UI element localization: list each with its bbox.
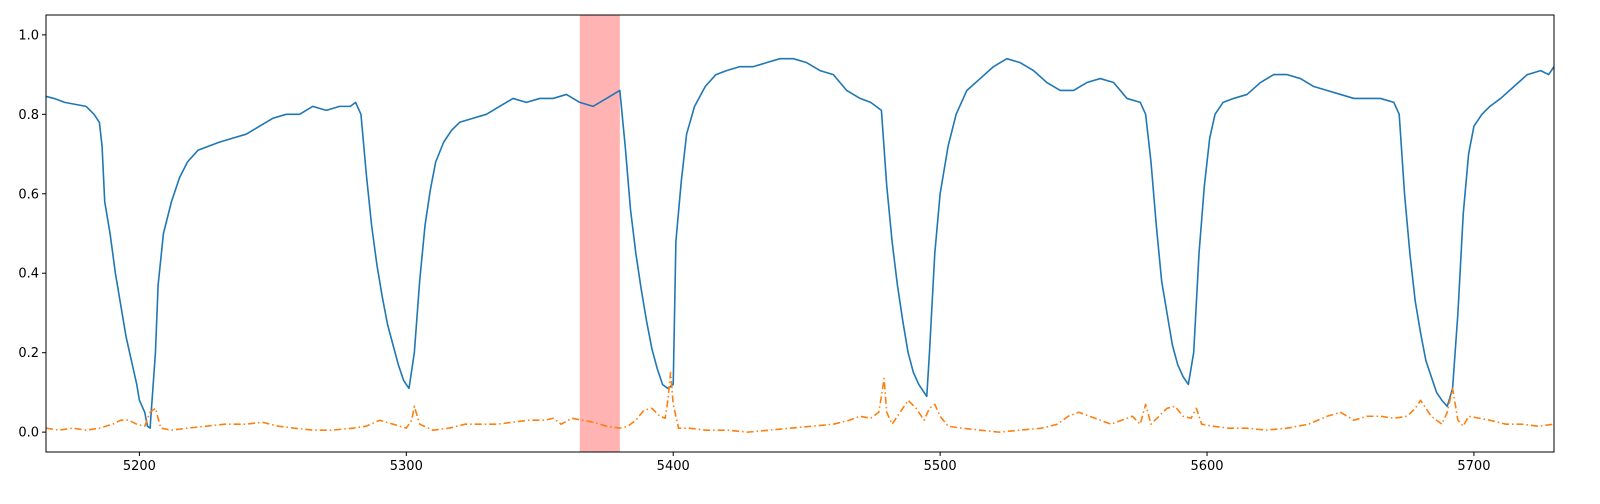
x-tick-label: 5700 <box>1457 459 1490 474</box>
x-tick-label: 5400 <box>657 459 690 474</box>
y-tick-label: 0.6 <box>18 187 39 202</box>
y-tick-label: 0.4 <box>18 267 39 282</box>
y-tick-label: 0.0 <box>18 426 39 441</box>
y-tick-label: 0.8 <box>18 108 39 123</box>
plot-frame <box>45 14 1555 453</box>
y-tick-label: 0.2 <box>18 346 39 361</box>
x-tick-label: 5500 <box>924 459 957 474</box>
x-tick-label: 5200 <box>123 459 156 474</box>
series-line-1 <box>46 57 1554 429</box>
highlight-band <box>579 15 620 452</box>
series-line-2 <box>46 371 1554 433</box>
x-tick-label: 5300 <box>390 459 423 474</box>
x-tick-label: 5600 <box>1190 459 1223 474</box>
y-tick-label: 1.0 <box>18 28 39 43</box>
